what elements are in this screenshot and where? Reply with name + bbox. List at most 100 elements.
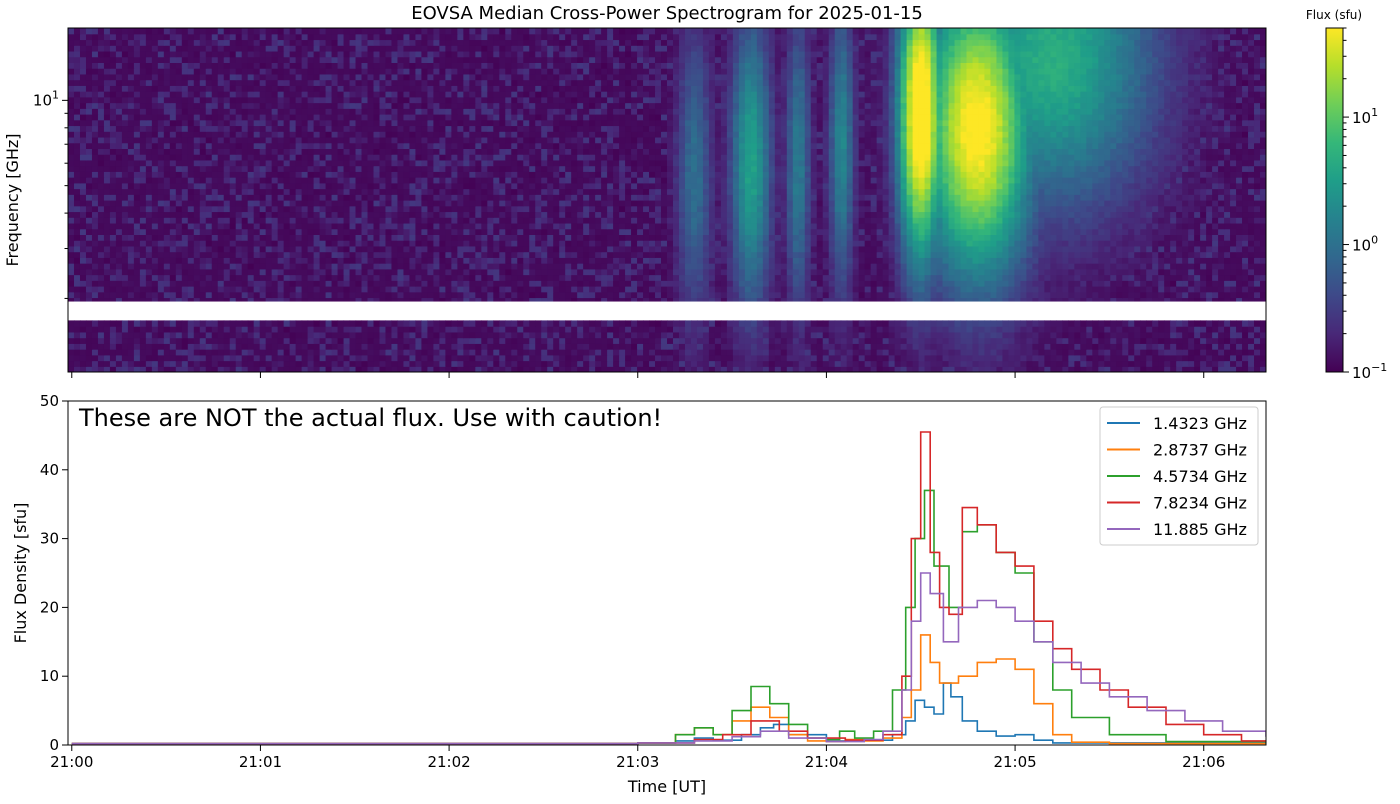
spectrogram-cell [332,349,339,355]
spectrogram-cell [727,280,734,286]
spectrogram-cell [98,275,105,281]
spectrogram-cell [140,229,147,235]
spectrogram-cell [86,332,93,338]
spectrogram-cell [961,320,968,326]
spectrogram-cell [445,211,452,217]
spectrogram-cell [98,223,105,229]
spectrogram-cell [1212,286,1219,292]
spectrogram-cell [230,269,237,275]
spectrogram-cell [907,326,914,332]
spectrogram-cell [1026,275,1033,281]
spectrogram-cell [1134,332,1141,338]
spectrogram-cell [164,349,171,355]
spectrogram-cell [1176,252,1183,258]
spectrogram-cell [925,263,932,269]
spectrogram-cell [236,269,243,275]
spectrogram-cell [1002,246,1009,252]
spectrogram-cell [326,332,333,338]
spectrogram-cell [1008,257,1015,263]
spectrogram-cell [595,286,602,292]
spectrogram-cell [589,240,596,246]
spectrogram-cell [1146,257,1153,263]
spectrogram-cell [1038,320,1045,326]
spectrogram-cell [278,234,285,240]
spectrogram-cell [1068,257,1075,263]
spectrogram-cell [613,240,620,246]
spectrogram-cell [643,217,650,223]
spectrogram-cell [326,320,333,326]
spectrogram-cell [74,252,81,258]
spectrogram-cell [673,343,680,349]
spectrogram-cell [1230,361,1237,367]
spectrogram-cell [1236,263,1243,269]
spectrogram-cell [535,326,542,332]
spectrogram-cell [146,349,153,355]
spectrogram-cell [242,246,249,252]
spectrogram-cell [415,355,422,361]
spectrogram-cell [1134,355,1141,361]
spectrogram-cell [493,217,500,223]
spectrogram-cell [290,257,297,263]
spectrogram-cell [535,361,542,367]
spectrogram-cell [595,263,602,269]
spectrogram-cell [709,286,716,292]
spectrogram-cell [793,223,800,229]
spectrogram-cell [1146,223,1153,229]
spectrogram-cell [517,349,524,355]
spectrogram-cell [937,240,944,246]
spectrogram-cell [565,349,572,355]
spectrogram-cell [146,275,153,281]
spectrogram-cell [529,343,536,349]
spectrogram-cell [919,338,926,344]
spectrogram-cell [1158,229,1165,235]
spectrogram-cell [403,326,410,332]
spectrogram-cell [134,275,141,281]
spectrogram-cell [1182,246,1189,252]
spectrogram-cell [1146,286,1153,292]
spectrogram-cell [1020,275,1027,281]
spectrogram-cell [439,320,446,326]
spectrogram-cell [397,332,404,338]
spectrogram-cell [302,217,309,223]
spectrogram-cell [1002,234,1009,240]
spectrogram-cell [996,234,1003,240]
spectrogram-cell [883,338,890,344]
spectrogram-cell [703,234,710,240]
spectrogram-cell [140,246,147,252]
spectrogram-cell [769,211,776,217]
spectrogram-cell [1068,343,1075,349]
spectrogram-cell [1092,355,1099,361]
spectrogram-cell [937,338,944,344]
spectrogram-cell [86,257,93,263]
spectrogram-cell [823,229,830,235]
spectrogram-cell [98,211,105,217]
spectrogram-cell [314,349,321,355]
spectrogram-cell [511,349,518,355]
spectrogram-cell [709,338,716,344]
spectrogram-cell [745,361,752,367]
spectrogram-cell [978,320,985,326]
spectrogram-cell [110,361,117,367]
spectrogram-cell [188,252,195,258]
spectrogram-cell [583,338,590,344]
spectrogram-cell [769,269,776,275]
spectrogram-cell [619,355,626,361]
spectrogram-cell [1224,320,1231,326]
spectrogram-cell [314,343,321,349]
spectrogram-cell [541,263,548,269]
spectrogram-cell [254,223,261,229]
spectrogram-cell [1188,292,1195,298]
spectrogram-cell [972,361,979,367]
spectrogram-cell [1164,286,1171,292]
spectrogram-cell [721,349,728,355]
spectrogram-cell [637,326,644,332]
spectrogram-cell [799,229,806,235]
spectrogram-cell [745,292,752,298]
spectrogram-cell [332,229,339,235]
spectrogram-cell [224,211,231,217]
spectrogram-cell [883,263,890,269]
spectrogram-cell [871,246,878,252]
spectrogram-cell [667,229,674,235]
spectrogram-cell [373,257,380,263]
spectrogram-cell [625,217,632,223]
